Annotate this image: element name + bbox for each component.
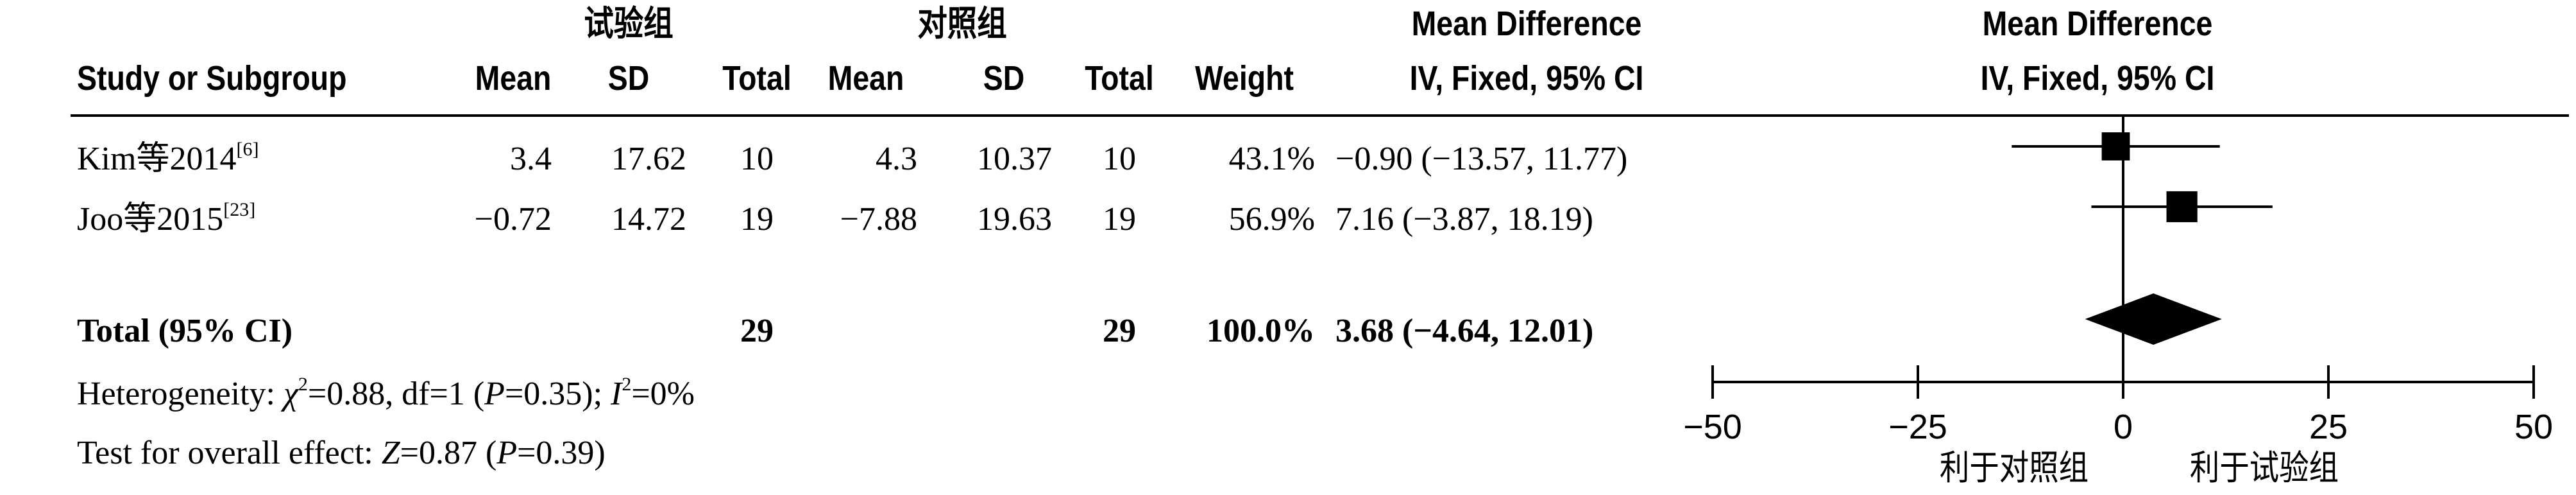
study-name: Joo等2015[23] [77,199,256,238]
sd2-header: SD [983,59,1025,98]
study-ci-text: 7.16 (−3.87, 18.19) [1335,201,1593,238]
study-total1: 10 [740,141,774,177]
study-total2: 10 [1103,141,1136,177]
header-rule [71,114,2569,117]
sd1-header: SD [607,59,650,98]
study-sd2: 10.37 [977,141,1052,177]
x-tick-label: −50 [1683,408,1742,446]
md-title: Mean Difference [1411,4,1642,43]
study-weight: 56.9% [1228,201,1315,238]
study-col-header: Study or Subgroup [77,59,347,98]
mean1-header: Mean [475,59,552,98]
total-label: Total (95% CI) [77,313,293,349]
plot-method: IV, Fixed, 95% CI [1980,59,2215,98]
study-sd1: 17.62 [611,141,686,177]
total2-header: Total [1085,59,1154,98]
study-ref: [23] [223,199,256,220]
study-point [2101,132,2130,161]
pooled-diamond [2085,293,2222,345]
heterogeneity-text: Heterogeneity: χ2=0.88, df=1 (P=0.35); I… [77,374,695,412]
overall-effect-text: Test for overall effect: Z=0.87 (P=0.39) [77,435,606,471]
study-ref: [6] [236,139,259,160]
study-mean2: 4.3 [876,141,917,177]
total-total2: 29 [1103,313,1136,349]
group1-header: 试验组 [584,4,674,43]
study-sd2: 19.63 [977,201,1052,238]
study-name: Kim等2014[6] [77,139,259,177]
md-method: IV, Fixed, 95% CI [1409,59,1644,98]
total-total1: 29 [740,313,774,349]
study-total1: 19 [740,201,774,238]
favours-right-label: 利于试验组 [2189,449,2339,487]
total-ci-text: 3.68 (−4.64, 12.01) [1335,313,1594,349]
group2-header: 对照组 [917,4,1007,43]
total-weight: 100.0% [1207,313,1315,349]
x-tick-label: 50 [2514,408,2553,446]
study-ci-text: −0.90 (−13.57, 11.77) [1335,141,1628,177]
study-weight: 43.1% [1228,141,1315,177]
study-point [2166,191,2198,223]
x-tick-label: 0 [2114,408,2133,446]
plot-title: Mean Difference [1982,4,2213,43]
total1-header: Total [722,59,792,98]
mean2-header: Mean [827,59,904,98]
weight-header: Weight [1195,59,1294,98]
study-sd1: 14.72 [611,201,686,238]
x-tick-label: 25 [2309,408,2348,446]
study-mean1: −0.72 [474,201,552,238]
x-tick-label: −25 [1888,408,1947,446]
study-mean2: −7.88 [840,201,917,238]
study-total2: 19 [1103,201,1136,238]
favours-left-label: 利于对照组 [1939,449,2089,487]
study-mean1: 3.4 [510,141,552,177]
